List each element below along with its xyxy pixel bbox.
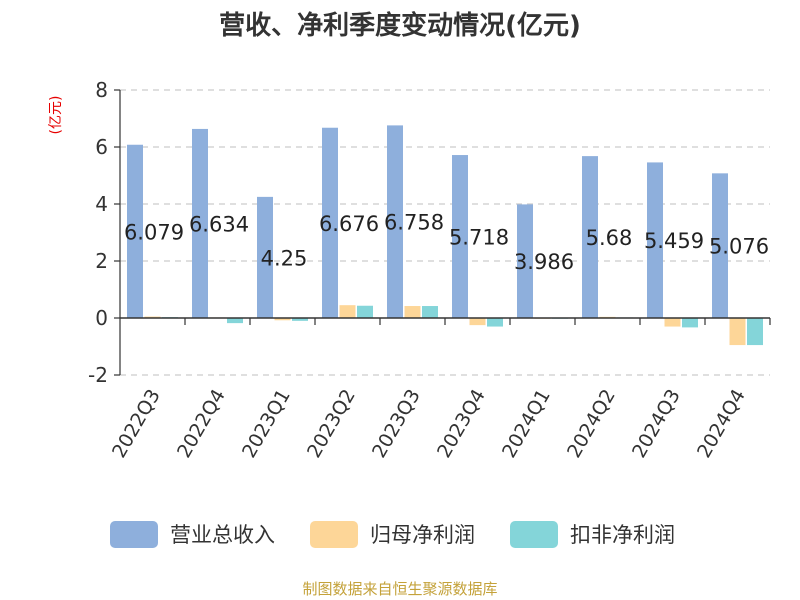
axes: [114, 89, 771, 376]
x-tick-label: 2023Q3: [368, 386, 425, 462]
bar: [452, 155, 468, 318]
y-axis-label: (亿元): [48, 96, 64, 135]
y-ticks: 8 6 4 2 0 -2: [88, 78, 108, 387]
data-label: 4.25: [261, 246, 308, 270]
bars: [127, 125, 763, 346]
bar: [404, 306, 421, 318]
legend-swatch: [510, 521, 558, 548]
legend-label: 归母净利润: [370, 523, 475, 547]
bar: [487, 318, 503, 327]
x-tick-label: 2023Q1: [238, 386, 295, 462]
bar: [257, 196, 273, 318]
y-tick-label: 0: [95, 306, 108, 330]
chart-title: 营收、净利季度变动情况(亿元): [219, 10, 581, 41]
bar: [357, 305, 373, 318]
x-tick-label: 2024Q1: [498, 386, 555, 462]
y-tick-label: 2: [95, 249, 108, 273]
bar: [227, 318, 243, 324]
data-label: 5.076: [709, 235, 769, 259]
data-label: 6.676: [319, 212, 379, 236]
x-ticks: 2022Q3 2022Q4 2023Q1 2023Q2 2023Q3 2023Q4 2024…: [108, 386, 750, 462]
bar: [647, 162, 663, 318]
data-label: 3.986: [514, 250, 574, 274]
legend-swatch: [110, 521, 158, 548]
x-tick-label: 2022Q4: [173, 386, 230, 462]
bar: [387, 125, 403, 318]
bar: [322, 127, 338, 318]
bar: [469, 318, 486, 326]
bar: [422, 306, 438, 318]
y-tick-label: 4: [95, 192, 108, 216]
y-tick-label: 8: [95, 78, 108, 102]
bar: [127, 144, 143, 318]
bar: [712, 173, 728, 318]
data-label: 6.634: [189, 212, 249, 236]
bar: [582, 156, 598, 318]
bar: [339, 305, 356, 318]
x-tick-label: 2023Q4: [433, 386, 490, 462]
legend: 营业总收入 归母净利润 扣非净利润: [110, 521, 675, 548]
x-tick-label: 2024Q4: [693, 386, 750, 462]
data-label: 6.079: [124, 220, 184, 244]
bar: [144, 316, 161, 318]
x-tick-label: 2022Q3: [108, 386, 165, 462]
y-tick-label: -2: [88, 363, 108, 387]
legend-swatch: [310, 521, 358, 548]
data-label: 5.68: [586, 226, 633, 250]
bar: [729, 318, 746, 346]
bar: [682, 318, 698, 328]
bar: [292, 318, 308, 321]
bar: [274, 318, 291, 321]
legend-label: 扣非净利润: [570, 523, 675, 547]
bar: [517, 204, 533, 318]
source-note: 制图数据来自恒生聚源数据库: [302, 580, 497, 598]
data-label: 5.718: [449, 226, 509, 250]
bar: [664, 318, 681, 327]
x-tick-label: 2023Q2: [303, 386, 360, 462]
x-tick-label: 2024Q3: [628, 386, 685, 462]
y-tick-label: 6: [95, 135, 108, 159]
bar: [747, 318, 763, 346]
data-label: 5.459: [644, 229, 704, 253]
bar: [192, 128, 208, 318]
x-tick-label: 2024Q2: [563, 386, 620, 462]
legend-label: 营业总收入: [170, 523, 275, 547]
data-label: 6.758: [384, 211, 444, 235]
